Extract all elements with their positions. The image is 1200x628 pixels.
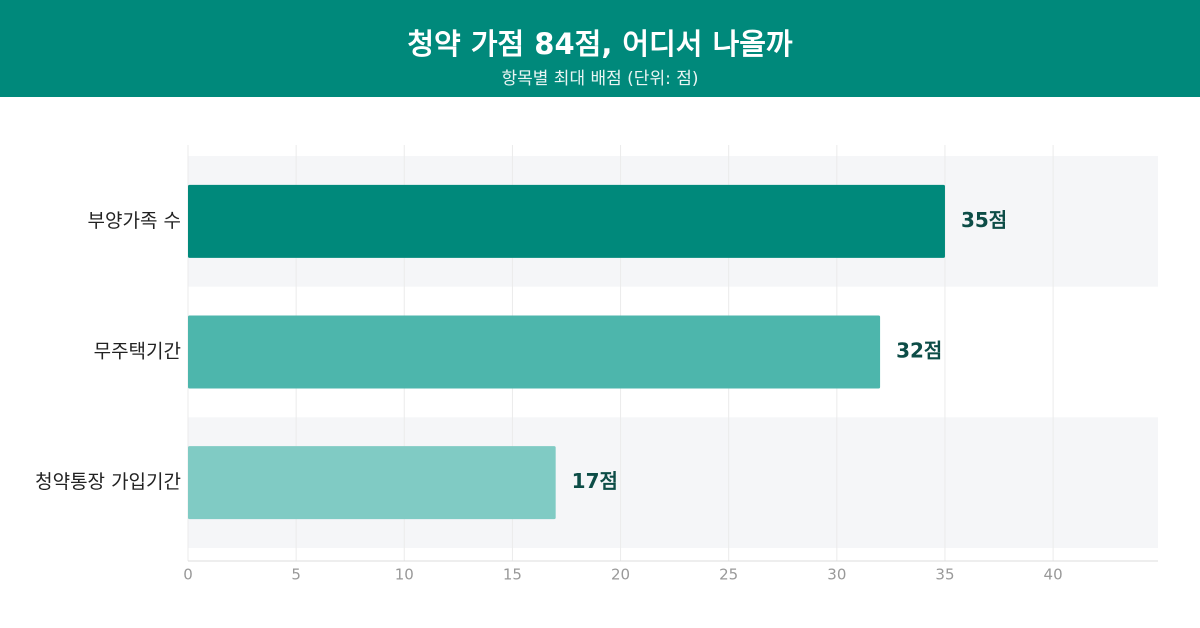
x-tick-label: 15 [503, 566, 522, 584]
x-tick-label: 25 [719, 566, 738, 584]
chart-title: 청약 가점 84점, 어디서 나올까 [407, 27, 793, 61]
y-tick-label: 청약통장 가입기간 [35, 471, 181, 493]
value-label: 35점 [961, 208, 1007, 232]
bar [188, 446, 556, 520]
x-tick-label: 40 [1044, 566, 1063, 584]
header-band [0, 0, 1200, 97]
bar [188, 184, 945, 258]
x-tick-label: 30 [827, 566, 846, 584]
x-tick-label: 10 [395, 566, 414, 584]
y-tick-label: 부양가족 수 [88, 210, 181, 232]
x-tick-label: 5 [291, 566, 301, 584]
x-tick-label: 35 [935, 566, 954, 584]
chart-subtitle: 항목별 최대 배점 (단위: 점) [501, 69, 698, 89]
value-label: 32점 [896, 339, 942, 363]
y-tick-label: 무주택기간 [94, 341, 181, 363]
x-tick-label: 0 [183, 566, 193, 584]
x-tick-label: 20 [611, 566, 630, 584]
value-label: 17점 [572, 469, 618, 493]
bar [188, 315, 881, 389]
